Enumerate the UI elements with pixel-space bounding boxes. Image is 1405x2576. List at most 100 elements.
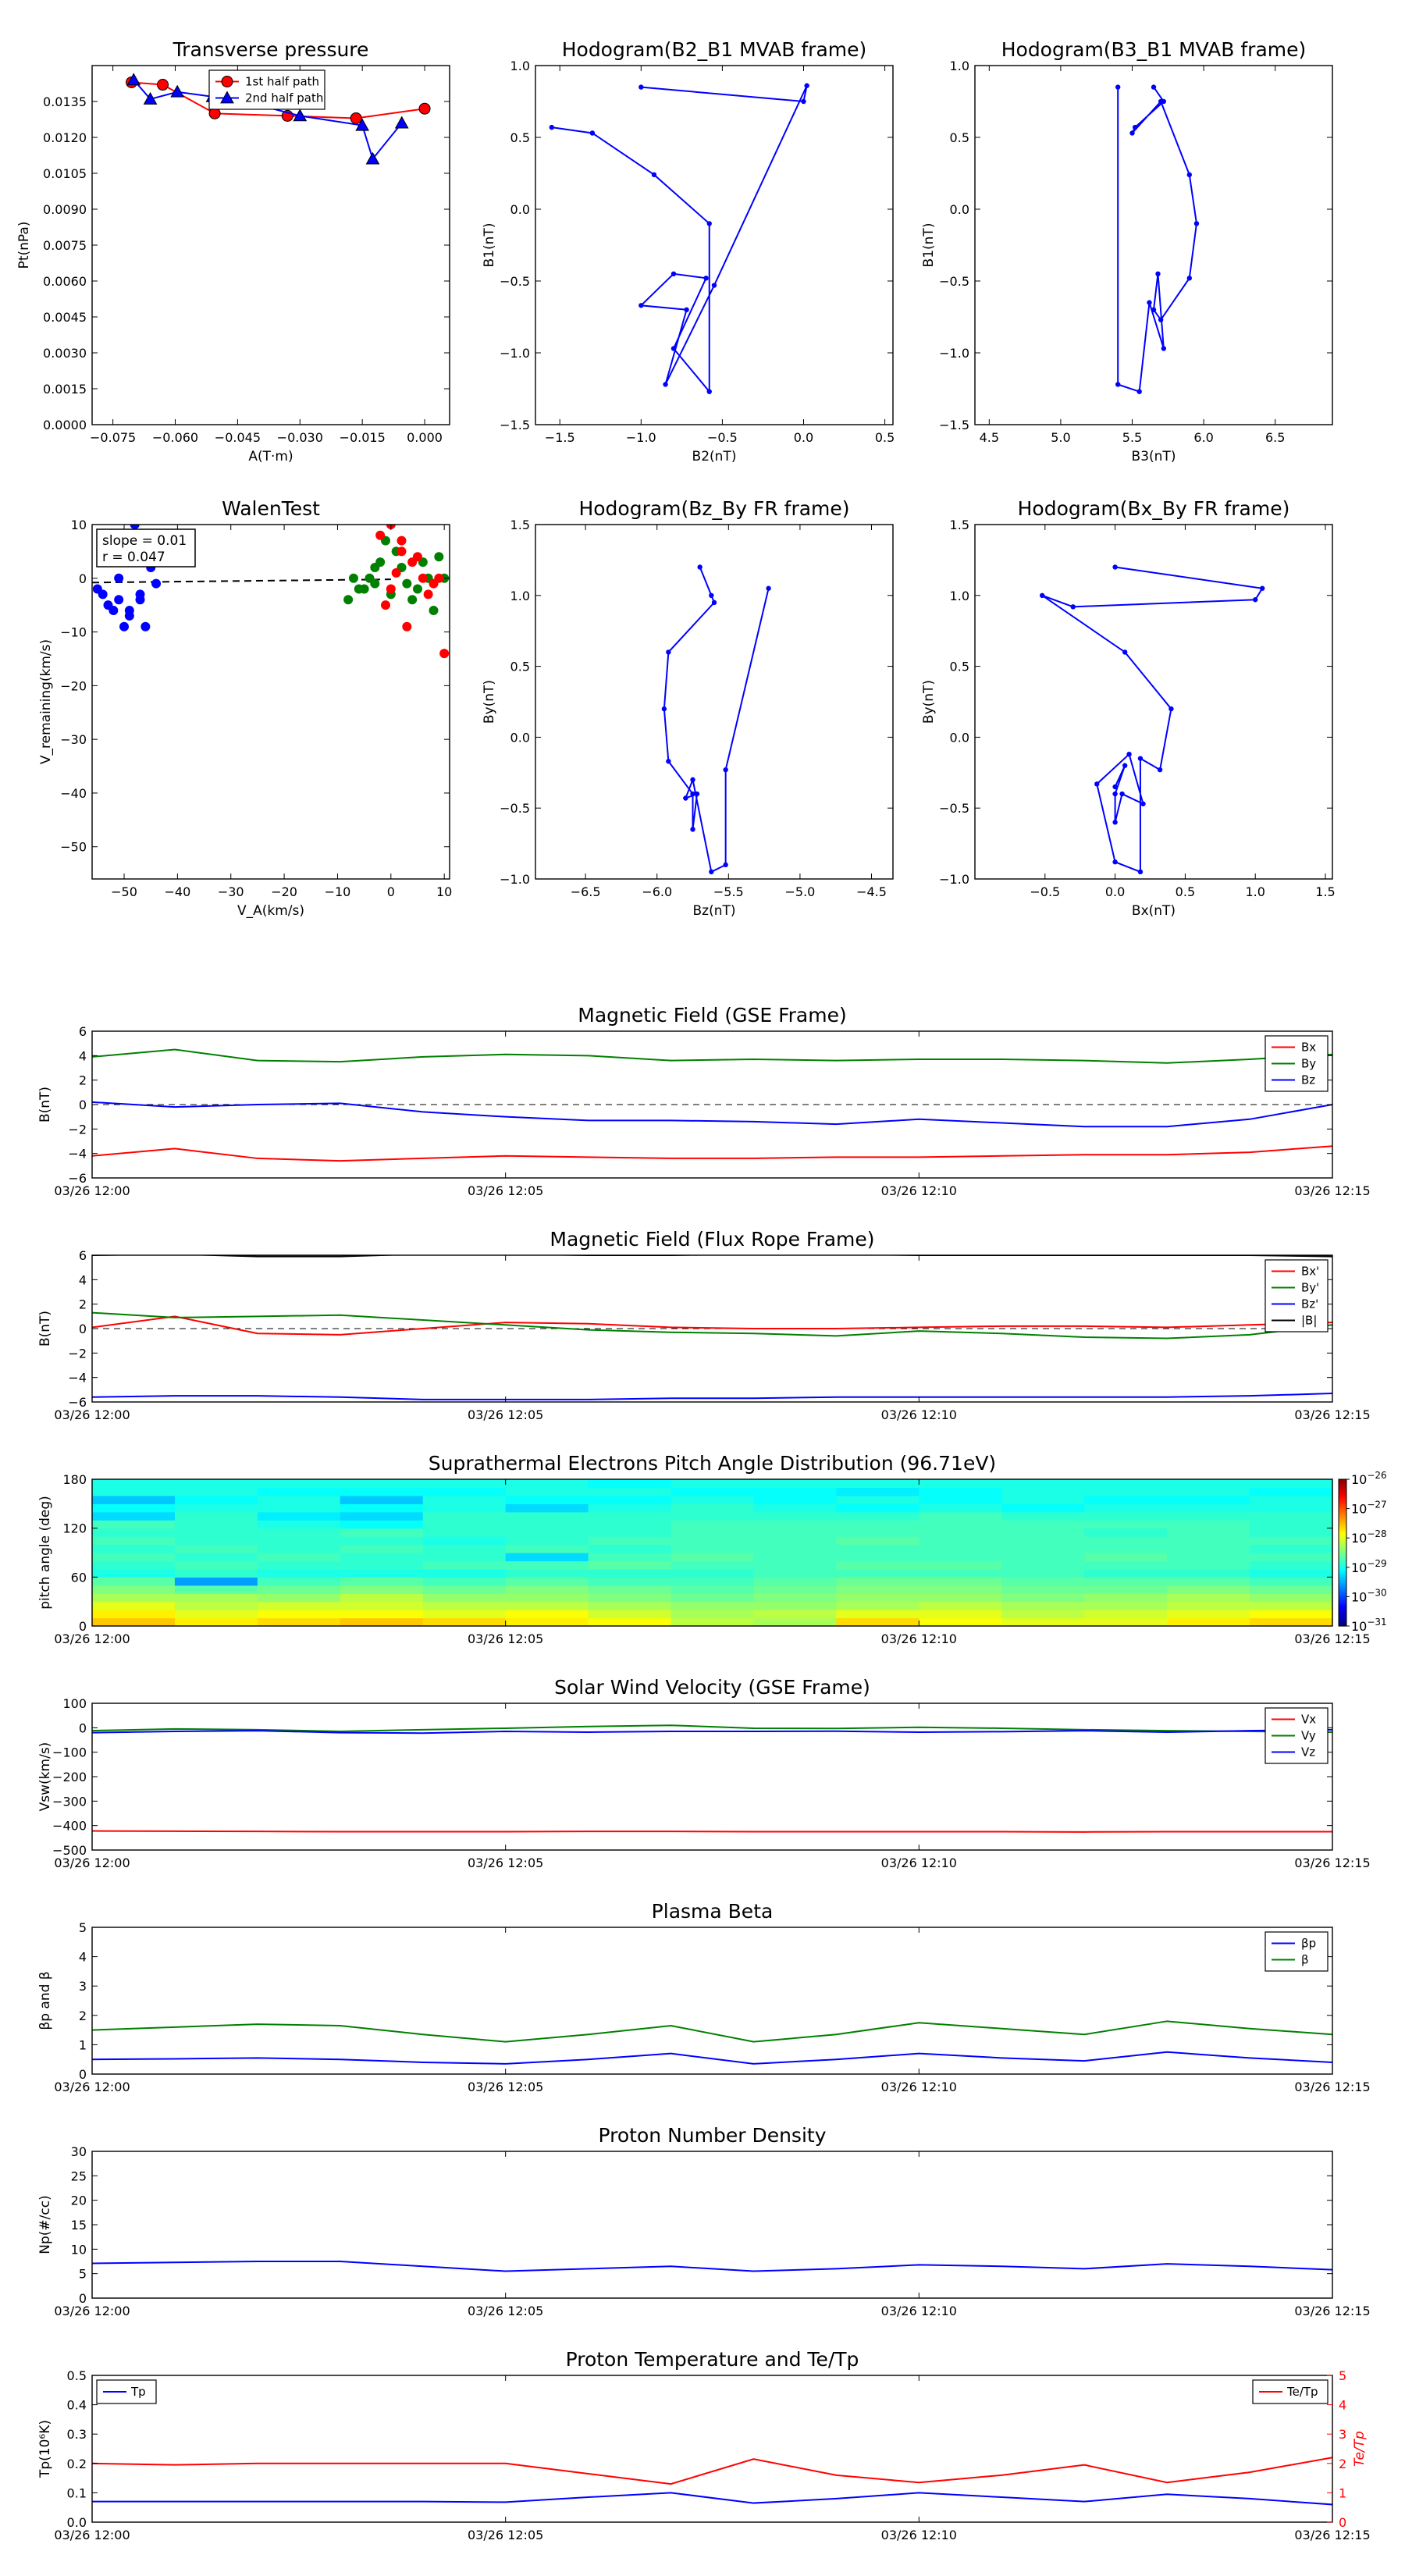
heatmap-cell [174, 1585, 258, 1594]
y-tick-label: −20 [60, 678, 87, 693]
colorbar-band [1339, 1506, 1346, 1510]
colorbar-tick-label: 10−27 [1351, 1500, 1387, 1517]
data-point [1132, 124, 1138, 130]
heatmap-cell [174, 1479, 258, 1489]
heatmap-cell [1250, 1593, 1332, 1603]
x-tick-label: 03/26 12:00 [54, 2304, 130, 2318]
colorbar-band [1339, 1594, 1346, 1597]
x-tick-label: 03/26 12:05 [468, 1407, 543, 1422]
heatmap-cell [174, 1593, 258, 1603]
panel-hzy: Hodogram(Bz_By FR frame) −6.5 −6.0 −5.5 −5.0… [482, 497, 894, 919]
heatmap-cell [505, 1560, 589, 1570]
heatmap-cell [505, 1544, 589, 1553]
colorbar-band [1339, 1510, 1346, 1514]
heatmap-cell [753, 1479, 837, 1489]
heatmap-cell [588, 1553, 672, 1562]
heatmap-cell [1167, 1560, 1250, 1570]
chart-title: Magnetic Field (GSE Frame) [578, 1004, 846, 1026]
heatmap-cell [92, 1610, 176, 1619]
heatmap-cell [1250, 1511, 1332, 1521]
x-tick-label: −5.5 [713, 884, 744, 899]
heatmap-cell [92, 1520, 176, 1529]
data-point [1140, 801, 1146, 806]
x-tick-label: 03/26 12:10 [881, 2304, 957, 2318]
heatmap-cell [422, 1593, 507, 1603]
y-tick-label: 1.5 [950, 518, 969, 532]
colorbar-band [1339, 1574, 1346, 1578]
y-axis-label: B(nT) [37, 1311, 53, 1347]
heatmap-cell [422, 1528, 507, 1537]
colorbar-band [1339, 1611, 1346, 1614]
x-tick-label: 1.0 [1245, 884, 1264, 899]
data-point [365, 151, 380, 165]
heatmap-cell [1001, 1511, 1085, 1521]
heatmap-cell [340, 1503, 424, 1513]
colorbar-band [1339, 1569, 1346, 1573]
heatmap-cell [670, 1511, 755, 1521]
x-tick-label: 03/26 12:10 [881, 1183, 957, 1198]
y-tick-label: −6 [68, 1171, 87, 1186]
heatmap-cell [836, 1487, 919, 1496]
y-axis-label-right: Te/Tp [1352, 2431, 1368, 2467]
heatmap-cell [919, 1511, 1002, 1521]
y-tick-label: 1.5 [510, 518, 530, 532]
heatmap-cell [92, 1479, 176, 1489]
legend-label: Bz [1301, 1073, 1315, 1087]
heatmap-cell [919, 1577, 1002, 1586]
legend-label: Bx' [1301, 1265, 1319, 1279]
heatmap-cell [422, 1536, 507, 1546]
y-tick-label: 1 [79, 2037, 87, 2052]
heatmap-cell [92, 1593, 176, 1603]
x-tick-label: 03/26 12:00 [54, 2080, 130, 2094]
scatter-point [114, 595, 124, 605]
heatmap-cell [588, 1593, 672, 1603]
heatmap-cell [670, 1487, 755, 1496]
heatmap-cell [422, 1487, 507, 1496]
x-tick-label: 5.0 [1051, 430, 1070, 445]
data-point [690, 791, 695, 797]
y-tick-label: −1.0 [939, 872, 969, 887]
heatmap-cell [753, 1511, 837, 1521]
colorbar-band [1339, 1586, 1346, 1590]
heatmap-cell [753, 1495, 837, 1504]
data-point [661, 706, 667, 712]
data-point [1147, 300, 1152, 305]
x-tick-label: 03/26 12:05 [468, 1183, 543, 1198]
heatmap-cell [919, 1553, 1002, 1562]
data-point [1112, 564, 1118, 570]
heatmap-cell [1250, 1568, 1332, 1578]
heatmap-cell [919, 1487, 1002, 1496]
heatmap-cell [1167, 1601, 1250, 1610]
heatmap-cell [1084, 1593, 1168, 1603]
y-tick-label: 30 [71, 2144, 87, 2159]
heatmap-cell [1250, 1601, 1332, 1610]
y-tick-label: −1.0 [500, 872, 530, 887]
heatmap-cell [588, 1601, 672, 1610]
chart-title: WalenTest [222, 497, 320, 520]
heatmap-cell [340, 1601, 424, 1610]
data-point [651, 172, 657, 178]
heatmap-cell [1167, 1617, 1250, 1626]
axes-frame [535, 65, 894, 425]
legend-tp: Tp [96, 2379, 157, 2404]
heatmap-cell [836, 1553, 919, 1562]
colorbar-band [1339, 1603, 1346, 1607]
heatmap-cell [505, 1495, 589, 1504]
heatmap-cell [1001, 1544, 1085, 1553]
heatmap-cell [1001, 1610, 1085, 1619]
scatter-point [407, 595, 418, 605]
heatmap-cell [670, 1568, 755, 1578]
legend-label: 1st half path [245, 75, 319, 89]
heatmap-cell [1084, 1544, 1168, 1553]
x-tick-label: −6.0 [642, 884, 672, 899]
heatmap-cell [257, 1553, 341, 1562]
heatmap-cell [1084, 1520, 1168, 1529]
y-tick-label: 0.5 [510, 660, 530, 674]
x-tick-label: −4.5 [856, 884, 887, 899]
x-tick-label: 03/26 12:05 [468, 2528, 543, 2542]
colorbar-band [1339, 1501, 1346, 1504]
heatmap-cell [340, 1610, 424, 1619]
scatter-point [343, 595, 354, 605]
scatter-point [391, 568, 401, 578]
x-tick-label: 03/26 12:00 [54, 1407, 130, 1422]
